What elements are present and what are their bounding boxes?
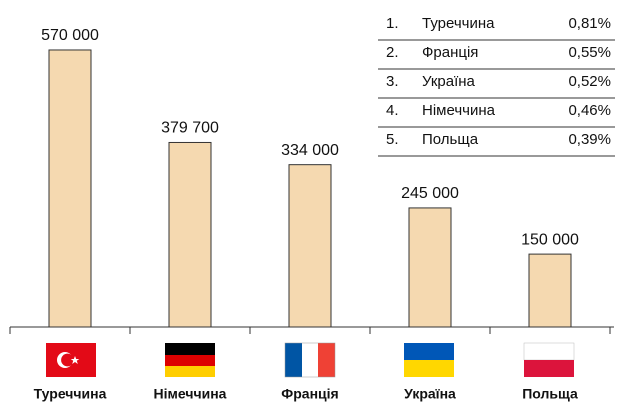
table-share: 0,81% [568, 15, 611, 32]
table-rank: 4. [386, 102, 399, 119]
x-tick-label: Німеччина [154, 386, 227, 402]
table-share: 0,39% [568, 131, 611, 148]
flag-ukraine [404, 343, 454, 377]
bar [288, 164, 332, 328]
table-bg [378, 8, 615, 156]
flag-turkey [46, 343, 96, 377]
value-label: 150 000 [521, 231, 579, 248]
x-tick-label: Польща [522, 386, 578, 402]
table-rank: 2. [386, 44, 399, 61]
table-country: Туреччина [422, 15, 495, 32]
table-share: 0,46% [568, 102, 611, 119]
value-label: 245 000 [401, 185, 459, 202]
table-country: Польща [422, 131, 479, 148]
bar [408, 207, 452, 328]
bar [168, 141, 212, 328]
table-share: 0,52% [568, 73, 611, 90]
bar [48, 49, 92, 328]
value-label: 379 700 [161, 120, 219, 137]
flag-france [284, 342, 336, 378]
table-country: Україна [422, 73, 476, 90]
flag-poland [523, 342, 575, 377]
bar [528, 253, 572, 328]
table-rank: 5. [386, 131, 399, 148]
table-country: Німеччина [422, 102, 496, 119]
table-country: Франція [422, 44, 478, 61]
x-tick-label: Україна [404, 386, 456, 402]
value-label: 570 000 [41, 27, 99, 44]
table-rank: 1. [386, 15, 399, 32]
value-label: 334 000 [281, 142, 339, 159]
x-tick-label: Туреччина [34, 386, 107, 402]
flags [46, 342, 575, 378]
table-rank: 3. [386, 73, 399, 90]
flag-germany [165, 343, 215, 377]
table-share: 0,55% [568, 44, 611, 61]
x-tick-label: Франція [281, 386, 338, 402]
